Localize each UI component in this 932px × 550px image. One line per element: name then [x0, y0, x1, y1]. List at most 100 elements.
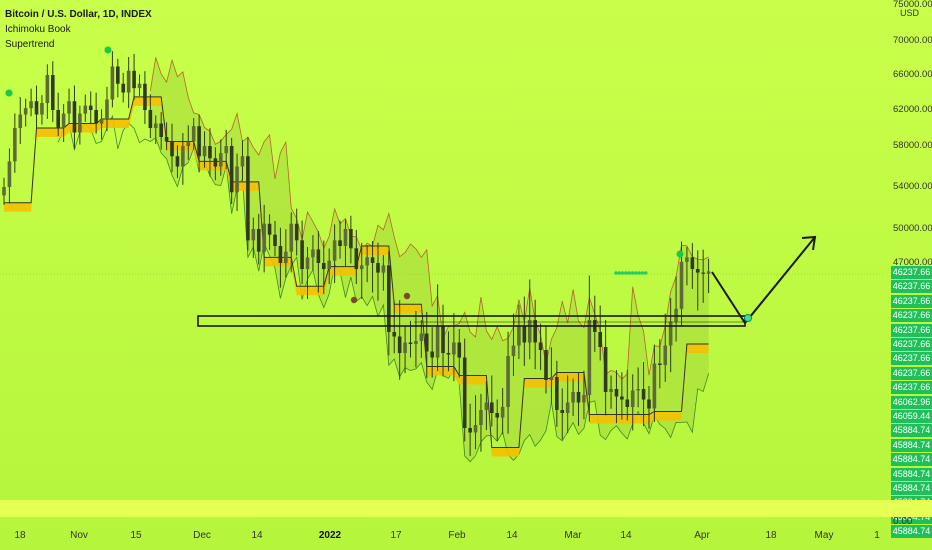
time-axis-label: 1	[874, 530, 880, 541]
candle-body	[105, 99, 109, 119]
candle-body	[603, 347, 608, 392]
candle-body	[484, 402, 489, 410]
price-tag: 46059.44	[891, 410, 932, 423]
candle-body	[240, 156, 245, 167]
candle-body	[663, 345, 668, 365]
candle-body	[18, 114, 23, 128]
time-axis-label: 18	[765, 530, 777, 541]
candle-body	[186, 141, 191, 146]
price-tag: 45884.74	[891, 438, 932, 452]
price-axis[interactable]: 75000.00 70000.00 66000.00 62000.00 58000.00…	[885, 0, 932, 539]
candle-body	[56, 110, 60, 128]
time-axis-label: 14	[620, 530, 632, 541]
candle-body	[424, 333, 429, 352]
time-axis-label: May	[814, 530, 834, 541]
price-tag: 45884.74	[891, 467, 932, 481]
candle-body	[219, 153, 223, 167]
candle-body	[110, 66, 115, 100]
candle-body	[2, 187, 6, 196]
signal-dot	[630, 271, 635, 275]
candle-body	[641, 389, 646, 400]
candle-body	[50, 75, 55, 110]
time-axis-label: 14	[251, 530, 263, 541]
price-tag: 46237.66	[891, 352, 932, 366]
candle-body	[414, 341, 418, 344]
price-tag: 46237.66	[891, 381, 932, 395]
candle-body	[495, 413, 500, 418]
candle-body	[533, 320, 537, 343]
candle-body	[23, 108, 28, 115]
candle-body	[29, 101, 33, 109]
candle-body	[316, 249, 321, 263]
candle-body	[99, 119, 104, 124]
buy-signal-marker	[104, 46, 112, 54]
candle-body	[462, 357, 467, 428]
cloud-upper-line	[149, 57, 709, 380]
signal-dot	[634, 271, 638, 275]
candle-body	[701, 272, 705, 274]
candle-body	[690, 257, 695, 269]
candle-body	[387, 265, 391, 332]
price-tag: 46237.66	[891, 338, 932, 351]
candle-body	[305, 257, 310, 269]
candle-body	[560, 410, 565, 413]
candle-body	[7, 161, 12, 187]
time-axis-label: Mar	[564, 530, 582, 541]
candle-body	[403, 342, 407, 353]
candle-body	[630, 390, 635, 407]
price-tag: 45884.74	[891, 525, 932, 539]
signal-dot	[627, 271, 631, 275]
candle-body	[273, 234, 277, 246]
candle-body	[479, 410, 483, 425]
candle-body	[246, 156, 250, 241]
candle-body	[159, 123, 163, 137]
candle-body	[175, 156, 180, 167]
time-axis-label: Dec	[193, 530, 211, 541]
target-marker	[744, 314, 752, 322]
candle-body	[34, 101, 39, 115]
price-tag: 46237.66	[891, 280, 932, 294]
candle-body	[430, 351, 434, 358]
candle-body	[132, 70, 136, 89]
candle-body	[143, 83, 147, 110]
candle-body	[587, 320, 592, 395]
candle-body	[121, 83, 126, 93]
candle-body	[370, 257, 375, 263]
time-axis-label: 2022	[318, 530, 342, 541]
symbol-title[interactable]: Bitcoin / U.S. Dollar, 1D, INDEX	[5, 9, 152, 20]
candle-body	[636, 389, 640, 391]
time-axis-label: Nov	[70, 530, 88, 541]
price-axis-label: 50000.00	[893, 223, 932, 234]
signal-dot	[620, 271, 625, 275]
support-zone-box	[197, 315, 746, 327]
indicator-ichimoku-label[interactable]: Ichimoku Book	[5, 24, 71, 35]
candle-body	[668, 321, 673, 346]
sell-signal-marker	[403, 292, 411, 300]
candle-body	[620, 396, 624, 400]
candle-body	[13, 128, 17, 162]
candle-body	[544, 350, 548, 380]
bottom-pane-value: 0.00	[893, 516, 913, 527]
candle-body	[571, 392, 575, 403]
signal-dot	[624, 271, 628, 275]
signal-dot	[640, 271, 645, 275]
price-tag: 46237.66	[891, 266, 932, 279]
candle-body	[126, 70, 131, 93]
candle-body	[506, 356, 510, 407]
price-tag: 46062.96	[891, 395, 932, 409]
candle-body	[294, 223, 299, 241]
indicator-supertrend-label[interactable]: Supertrend	[5, 39, 55, 50]
candle-body	[181, 146, 185, 167]
price-axis-label: 47000.00	[893, 257, 932, 268]
projection-arrowhead	[801, 235, 817, 251]
time-axis[interactable]: 18 Nov 15 Dec 14 2022 17 Feb 14 Mar 14 Apr 18 May 1	[0, 530, 885, 546]
candle-body	[67, 101, 71, 114]
candle-body	[397, 336, 402, 353]
candle-body	[88, 105, 93, 110]
time-axis-label: 14	[506, 530, 518, 541]
candle-body	[45, 75, 50, 103]
candle-body	[452, 342, 456, 355]
time-axis-label: 15	[130, 530, 142, 541]
